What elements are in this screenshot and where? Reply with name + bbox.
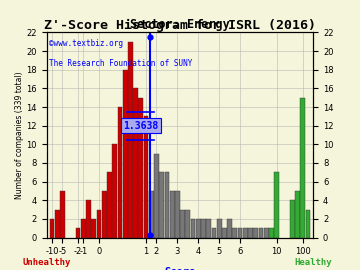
Bar xyxy=(227,219,232,238)
Bar xyxy=(253,228,258,238)
Bar xyxy=(217,219,221,238)
Bar xyxy=(81,219,86,238)
Bar xyxy=(60,191,65,238)
Bar xyxy=(159,172,164,238)
Bar xyxy=(233,228,237,238)
Bar xyxy=(102,191,107,238)
Title: Z'-Score Histogram for ISRL (2016): Z'-Score Histogram for ISRL (2016) xyxy=(44,19,316,32)
Bar xyxy=(112,144,117,238)
Bar xyxy=(149,191,154,238)
Bar xyxy=(50,219,54,238)
Text: The Research Foundation of SUNY: The Research Foundation of SUNY xyxy=(49,59,193,68)
Bar xyxy=(295,191,300,238)
Bar xyxy=(180,210,185,238)
Bar xyxy=(185,210,190,238)
Text: Sector: Energy: Sector: Energy xyxy=(130,18,230,31)
Bar xyxy=(154,154,159,238)
Bar xyxy=(243,228,248,238)
Bar xyxy=(55,210,60,238)
Bar xyxy=(300,98,305,238)
Bar xyxy=(248,228,253,238)
X-axis label: Score: Score xyxy=(165,267,195,270)
Bar xyxy=(258,228,263,238)
Y-axis label: Number of companies (339 total): Number of companies (339 total) xyxy=(15,71,24,199)
Bar xyxy=(139,98,143,238)
Bar xyxy=(86,200,91,238)
Bar xyxy=(118,107,122,238)
Bar xyxy=(123,70,127,238)
Text: 1.3638: 1.3638 xyxy=(123,121,158,131)
Bar xyxy=(238,228,242,238)
Bar xyxy=(133,88,138,238)
Bar xyxy=(222,228,227,238)
Text: ©www.textbiz.org: ©www.textbiz.org xyxy=(49,39,123,48)
Bar xyxy=(165,172,169,238)
Bar xyxy=(269,228,274,238)
Bar xyxy=(170,191,175,238)
Bar xyxy=(107,172,112,238)
Bar xyxy=(175,191,180,238)
Bar xyxy=(290,200,294,238)
Bar xyxy=(128,42,133,238)
Bar xyxy=(264,228,269,238)
Bar xyxy=(206,219,211,238)
Text: Unhealthy: Unhealthy xyxy=(23,258,71,266)
Bar xyxy=(274,172,279,238)
Bar xyxy=(191,219,195,238)
Text: Healthy: Healthy xyxy=(294,258,332,266)
Bar xyxy=(212,228,216,238)
Bar xyxy=(306,210,310,238)
Bar xyxy=(201,219,206,238)
Bar xyxy=(91,219,96,238)
Bar xyxy=(97,210,102,238)
Bar xyxy=(196,219,201,238)
Bar xyxy=(144,116,148,238)
Bar xyxy=(76,228,81,238)
